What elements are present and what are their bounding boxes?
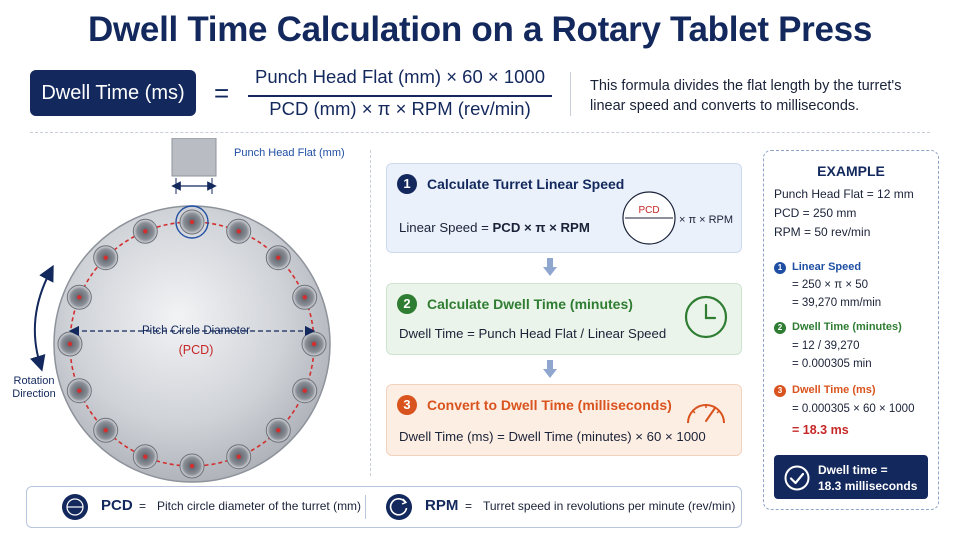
step-1-card: 1 Calculate Turret Linear Speed Linear S…: [386, 163, 742, 253]
example-step-1-number: 1: [774, 262, 786, 274]
fraction-bar: [248, 95, 552, 97]
pitch-point: [189, 463, 195, 469]
example-step-1-label: Linear Speed: [792, 261, 862, 273]
pitch-point: [302, 388, 307, 393]
example-step-3-result: = 18.3 ms: [792, 423, 849, 437]
step-1-formula-bold: PCD × π × RPM: [492, 220, 590, 235]
legend-rpm-equals: =: [465, 499, 473, 513]
step-1-title: Calculate Turret Linear Speed: [427, 176, 625, 192]
example-step-2-line: = 12 / 39,270: [792, 340, 860, 352]
step-2-title: Calculate Dwell Time (minutes): [427, 296, 633, 312]
pitch-point: [77, 388, 82, 393]
punch-highlight-circle: [175, 205, 209, 239]
legend-divider: [365, 495, 366, 519]
example-panel: EXAMPLE Punch Head Flat = 12 mm PCD = 25…: [763, 150, 939, 510]
punch-head-flat-label: Punch Head Flat (mm): [234, 147, 345, 159]
step-2-card: 2 Calculate Dwell Time (minutes) Dwell T…: [386, 283, 742, 355]
result-line-1: Dwell time =: [818, 463, 888, 477]
column-divider: [370, 150, 371, 476]
turret-diagram: Punch Head Flat (mm) Pitch Circle Diamet…: [12, 138, 345, 483]
pitch-point: [189, 219, 195, 225]
pcd-icon: [62, 494, 88, 520]
example-input: Punch Head Flat = 12 mm: [774, 187, 914, 201]
clock-icon: [684, 295, 728, 339]
circle-diameter-icon: PCD: [622, 191, 676, 245]
legend-pcd-equals: =: [139, 499, 147, 513]
example-step-3-line: = 0.000305 × 60 × 1000: [792, 403, 915, 415]
example-step-1-line: = 39,270 mm/min: [792, 297, 882, 309]
step-3-title: Convert to Dwell Time (milliseconds): [427, 397, 672, 413]
step-1-number: 1: [397, 174, 417, 194]
rotation-arrow: [30, 264, 54, 372]
rotation-label-line2: Direction: [12, 388, 55, 400]
step-2-number: 2: [397, 294, 417, 314]
step-2-formula: Dwell Time = Punch Head Flat / Linear Sp…: [399, 326, 667, 341]
rotation-label-line1: Rotation: [14, 375, 55, 387]
example-step-3-number: 3: [774, 385, 786, 397]
pitch-point: [276, 428, 281, 433]
circle-pcd-label: PCD: [638, 205, 659, 216]
section-divider: [30, 132, 930, 133]
pitch-point: [67, 341, 73, 347]
circle-suffix: × π × RPM: [679, 214, 734, 226]
formula-divider: [570, 72, 571, 116]
pitch-point: [276, 255, 281, 260]
step-3-number: 3: [397, 395, 417, 415]
pitch-point: [311, 341, 317, 347]
down-arrow-icon: [543, 360, 557, 378]
example-step-3-label: Dwell Time (ms): [792, 384, 876, 396]
step-3-card: 3 Convert to Dwell Time (milliseconds) D…: [386, 384, 742, 456]
example-step-3-heading: 3 Dwell Time (ms): [774, 384, 876, 397]
rpm-icon: [386, 494, 412, 520]
example-step-1-heading: 1 Linear Speed: [774, 261, 861, 274]
pitch-point: [143, 454, 148, 459]
dwell-time-label-box: Dwell Time (ms): [30, 70, 196, 116]
formula-note: This formula divides the flat length by …: [590, 78, 902, 114]
check-circle-icon: [784, 465, 810, 491]
example-step-1-line: = 250 × π × 50: [792, 279, 869, 291]
legend-bar: PCD = Pitch circle diameter of the turre…: [26, 486, 742, 528]
pitch-point: [302, 295, 307, 300]
formula-lhs: Dwell Time (ms): [41, 81, 185, 104]
punch-holes: [57, 209, 327, 479]
pitch-point: [103, 428, 108, 433]
pitch-point: [77, 295, 82, 300]
pitch-point: [143, 229, 148, 234]
pitch-point: [236, 229, 241, 234]
step-1-formula: Linear Speed = PCD × π × RPM: [399, 220, 590, 235]
result-box: Dwell time = 18.3 milliseconds: [774, 455, 928, 499]
example-input: RPM = 50 rev/min: [774, 225, 871, 239]
upper-punch: [171, 138, 217, 177]
example-step-2-label: Dwell Time (minutes): [792, 321, 902, 333]
legend-rpm-term: RPM: [425, 497, 459, 514]
legend-rpm-definition: Turret speed in revolutions per minute (…: [483, 499, 736, 513]
step-1-formula-prefix: Linear Speed =: [399, 220, 493, 235]
example-heading: EXAMPLE: [817, 163, 885, 179]
legend-pcd-term: PCD: [101, 497, 133, 514]
example-input: PCD = 250 mm: [774, 206, 857, 220]
formula-equals: =: [214, 78, 230, 108]
pcd-label: Pitch Circle Diameter: [142, 325, 250, 337]
example-step-2-heading: 2 Dwell Time (minutes): [774, 321, 902, 334]
gauge-icon: [687, 404, 725, 424]
example-step-2-line: = 0.000305 min: [792, 358, 872, 370]
pitch-point: [236, 454, 241, 459]
step-3-formula: Dwell Time (ms) = Dwell Time (minutes) ×…: [399, 429, 706, 444]
page-title: Dwell Time Calculation on a Rotary Table…: [88, 10, 872, 49]
pcd-abbrev: (PCD): [179, 343, 214, 357]
result-line-2: 18.3 milliseconds: [818, 479, 918, 493]
pitch-point: [103, 255, 108, 260]
example-step-2-number: 2: [774, 322, 786, 334]
legend-pcd-definition: Pitch circle diameter of the turret (mm): [157, 499, 362, 513]
formula-denominator: PCD (mm) × π × RPM (rev/min): [269, 98, 531, 119]
down-arrow-icon: [543, 258, 557, 276]
formula-numerator: Punch Head Flat (mm) × 60 × 1000: [255, 66, 545, 87]
